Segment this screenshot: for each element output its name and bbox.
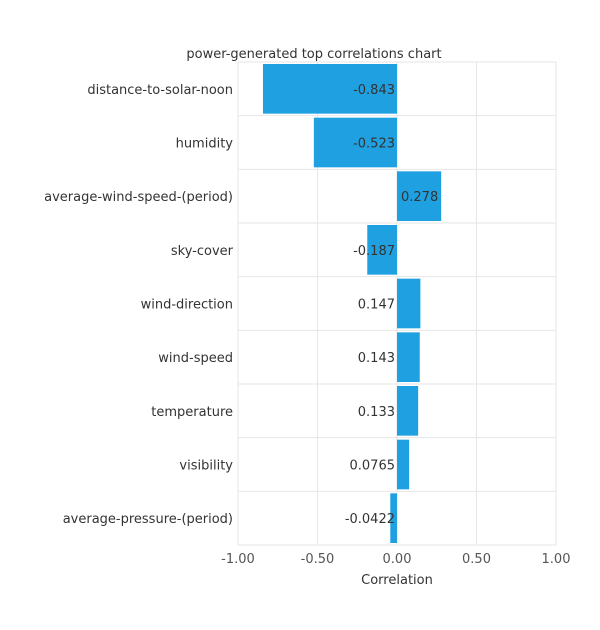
bars (262, 64, 442, 543)
grid-lines (237, 61, 557, 546)
data-labels: -0.843 -0.523 0.278 -0.187 0.147 0.143 0.133 0.… (345, 83, 438, 527)
category-label: wind-speed (158, 351, 233, 366)
chart-title: power-generated top correlations chart (186, 47, 441, 62)
x-tick-labels: -1.00 -0.50 0.00 0.50 1.00 (221, 552, 570, 567)
data-label: -0.187 (353, 244, 395, 259)
data-label: 0.278 (401, 190, 438, 205)
x-axis-title: Correlation (361, 573, 433, 588)
bar (397, 439, 410, 490)
data-label: 0.0765 (350, 459, 396, 474)
category-label: temperature (151, 405, 233, 420)
x-tick-label: 0.00 (383, 552, 412, 567)
x-tick-label: -1.00 (221, 552, 255, 567)
x-tick-label: 1.00 (542, 552, 571, 567)
bar (397, 332, 420, 382)
category-label: average-wind-speed-(period) (44, 190, 233, 205)
category-label: humidity (176, 137, 234, 152)
data-label: 0.147 (358, 298, 395, 313)
category-label: distance-to-solar-noon (87, 83, 233, 98)
category-label: visibility (179, 459, 233, 474)
x-tick-label: 0.50 (462, 552, 491, 567)
data-label: -0.0422 (345, 512, 395, 527)
data-label: 0.143 (358, 351, 395, 366)
data-label: -0.523 (353, 137, 395, 152)
bar (397, 278, 421, 329)
category-labels: distance-to-solar-noon humidity average-wi… (44, 83, 234, 527)
category-label: average-pressure-(period) (63, 512, 233, 527)
data-label: 0.133 (358, 405, 395, 420)
x-tick-label: -0.50 (301, 552, 335, 567)
data-label: -0.843 (353, 83, 395, 98)
bar (313, 117, 397, 168)
bar (397, 386, 419, 436)
category-label: sky-cover (171, 244, 234, 259)
category-label: wind-direction (141, 298, 233, 313)
bar (390, 493, 397, 543)
bar (262, 64, 397, 114)
bar (367, 225, 397, 275)
bar (397, 171, 442, 221)
